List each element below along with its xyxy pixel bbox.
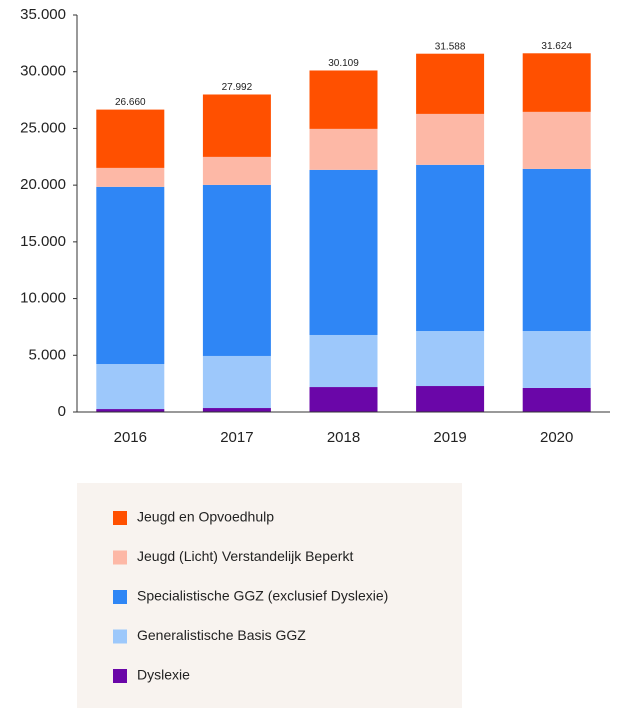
bar-segment [309,169,378,335]
bar-segment [202,184,271,356]
legend-label: Dyslexie [137,667,190,683]
x-tick-label: 2017 [220,429,253,446]
bar-segment [202,355,271,409]
total-label: 31.588 [435,41,466,52]
bar-segment [416,386,485,412]
bar-segment [522,53,591,112]
total-label: 27.992 [222,82,253,93]
x-tick-label: 2019 [433,429,466,446]
bar-segment [202,156,271,185]
bar-segment [522,331,591,388]
bar-segment [416,53,485,114]
y-tick-label: 30.000 [20,63,66,80]
bar-segment [309,387,378,412]
total-label: 31.624 [541,41,572,52]
y-tick-label: 25.000 [20,119,66,136]
x-tick-label: 2020 [540,429,573,446]
legend-label: Jeugd (Licht) Verstandelijk Beperkt [137,548,353,564]
y-tick-label: 15.000 [20,233,66,250]
bar-segment [96,167,165,187]
legend-swatch [113,590,127,604]
bar-segment [96,409,165,412]
legend-label: Generalistische Basis GGZ [137,627,306,643]
x-tick-label: 2018 [327,429,360,446]
y-tick-label: 0 [58,403,66,420]
bar-segment [309,128,378,170]
legend-label: Specialistische GGZ (exclusief Dyslexie) [137,588,388,604]
bar-segment [522,168,591,332]
y-tick-label: 5.000 [28,346,66,363]
bar-segment [416,113,485,165]
bar-segment [96,186,165,365]
bar-segment [522,111,591,169]
bar-segment [202,94,271,157]
x-tick-label: 2016 [114,429,147,446]
bar-segment [96,364,165,410]
bar-segment [416,164,485,332]
bar-segment [416,331,485,387]
legend-box [77,483,462,708]
bar-segment [309,334,378,388]
bar-segment [96,109,165,168]
total-label: 30.109 [328,58,359,69]
y-tick-label: 10.000 [20,290,66,307]
bar-segment [202,408,271,412]
y-tick-label: 35.000 [20,6,66,23]
bar-segment [522,387,591,412]
legend-label: Jeugd en Opvoedhulp [137,509,274,525]
y-tick-label: 20.000 [20,176,66,193]
legend-swatch [113,511,127,525]
total-label: 26.660 [115,97,146,108]
legend-swatch [113,669,127,683]
legend-swatch [113,550,127,565]
bar-segment [309,70,378,129]
legend-swatch [113,629,127,644]
